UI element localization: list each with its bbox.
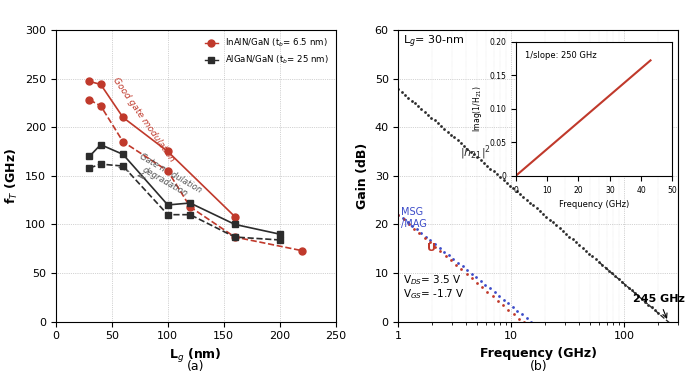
Y-axis label: f$_T$ (GHz): f$_T$ (GHz) xyxy=(3,148,20,204)
Text: V$_{DS}$= 3.5 V: V$_{DS}$= 3.5 V xyxy=(403,273,461,286)
Text: $|h_{21}|^2$: $|h_{21}|^2$ xyxy=(460,144,491,162)
Text: Gate modulation
degradation: Gate modulation degradation xyxy=(133,152,203,203)
Text: U: U xyxy=(427,243,436,253)
Text: (a): (a) xyxy=(187,360,205,373)
Text: L$_g$= 30-nm: L$_g$= 30-nm xyxy=(403,34,465,50)
X-axis label: L$_g$ (nm): L$_g$ (nm) xyxy=(169,347,222,365)
Legend: InAlN/GaN (t$_b$= 6.5 nm), AlGaN/GaN (t$_b$= 25 nm): InAlN/GaN (t$_b$= 6.5 nm), AlGaN/GaN (t$… xyxy=(203,34,331,69)
Text: MSG
/MAG: MSG /MAG xyxy=(401,207,426,229)
Text: 245 GHz: 245 GHz xyxy=(633,294,685,318)
Y-axis label: Gain (dB): Gain (dB) xyxy=(356,142,369,209)
Text: Good gate modulation: Good gate modulation xyxy=(110,76,175,163)
Text: (b): (b) xyxy=(529,360,547,373)
Text: V$_{GS}$= -1.7 V: V$_{GS}$= -1.7 V xyxy=(403,287,465,301)
X-axis label: Frequency (GHz): Frequency (GHz) xyxy=(480,347,597,360)
